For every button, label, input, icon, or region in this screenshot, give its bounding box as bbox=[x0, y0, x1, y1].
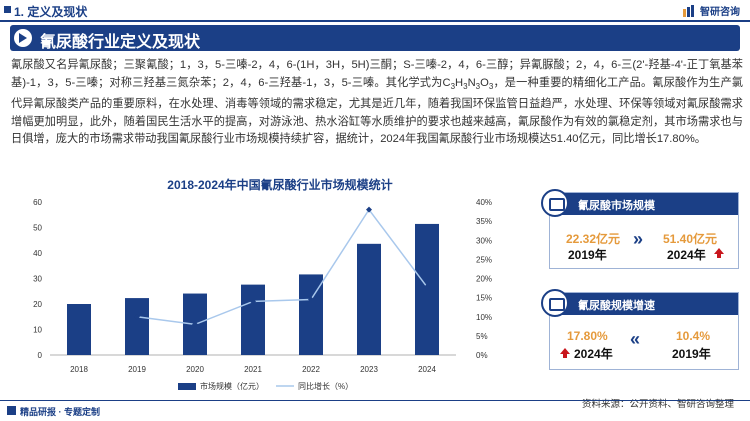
brand: 智研咨询 bbox=[683, 3, 740, 18]
panel-market-size-title: 氰尿酸市场规模 bbox=[578, 200, 655, 212]
x-tick-label: 2023 bbox=[360, 365, 378, 374]
panel-growth-rate-header: 氰尿酸规模增速 bbox=[541, 289, 738, 317]
growth-point-2024 bbox=[424, 283, 430, 290]
source-note: 资料来源：公开资料、智研咨询整理 bbox=[581, 399, 734, 410]
panel-growth-rate-title: 氰尿酸规模增速 bbox=[578, 300, 655, 312]
chevron-right-icon: » bbox=[633, 229, 644, 249]
x-tick-label: 2021 bbox=[244, 365, 262, 374]
market-size-to-value: 51.40亿元 bbox=[663, 232, 718, 246]
up-arrow-icon bbox=[560, 348, 570, 358]
play-icon bbox=[14, 29, 32, 47]
panel-market-size-header: 氰尿酸市场规模 bbox=[541, 189, 738, 217]
market-size-chart: 0 10 20 30 40 50 60 0% 5% 10% 15% 20% 25% 30% 35% 40% 20… bbox=[33, 198, 492, 391]
x-tick-label: 2020 bbox=[186, 365, 204, 374]
bar-2018 bbox=[67, 304, 91, 355]
x-tick-label: 2024 bbox=[418, 365, 436, 374]
legend-bar-label: 市场规模（亿元） bbox=[200, 381, 264, 391]
section-marker-icon bbox=[4, 6, 11, 13]
growth-point-2023 bbox=[366, 206, 372, 213]
brand-name: 智研咨询 bbox=[700, 7, 740, 18]
growth-point-2021 bbox=[250, 298, 256, 305]
y-left-tick-label: 20 bbox=[33, 300, 42, 309]
y-left-tick-label: 10 bbox=[33, 326, 42, 335]
brand-logo-icon bbox=[683, 4, 694, 17]
chart-board-icon bbox=[541, 189, 569, 217]
y-left-tick-label: 60 bbox=[33, 198, 42, 207]
y-right-tick-label: 0% bbox=[476, 351, 488, 360]
footer-divider bbox=[0, 400, 750, 401]
y-left-tick-label: 40 bbox=[33, 249, 42, 258]
y-right-tick-label: 10% bbox=[476, 313, 492, 322]
up-arrow-icon bbox=[714, 248, 724, 258]
y-right-tick-label: 35% bbox=[476, 217, 492, 226]
growth-point-2022 bbox=[308, 296, 314, 303]
growth-line bbox=[136, 208, 428, 326]
x-tick-label: 2022 bbox=[302, 365, 320, 374]
page-title: 氰尿酸行业定义及现状 bbox=[40, 34, 201, 51]
x-tick-label: 2019 bbox=[128, 365, 146, 374]
chart-title: 2018-2024年中国氰尿酸行业市场规模统计 bbox=[167, 178, 393, 192]
top-bar: 1. 定义及现状 智研咨询 bbox=[0, 0, 750, 20]
legend-bar-swatch bbox=[178, 383, 196, 390]
growth-left-value: 17.80% bbox=[567, 329, 608, 343]
growth-right-year: 2019年 bbox=[672, 347, 711, 361]
market-size-to-year: 2024年 bbox=[667, 248, 706, 262]
y-right-tick-label: 15% bbox=[476, 294, 492, 303]
growth-right-value: 10.4% bbox=[676, 329, 711, 343]
y-right-tick-label: 20% bbox=[476, 275, 492, 284]
panel-market-size: 氰尿酸市场规模 22.32亿元 2019年 » 51.40亿元 2024年 bbox=[541, 189, 739, 269]
bar-2019 bbox=[125, 298, 149, 355]
market-size-from-value: 22.32亿元 bbox=[566, 232, 621, 246]
y-left-tick-label: 30 bbox=[33, 275, 42, 284]
header-divider bbox=[0, 20, 750, 22]
growth-point-2019 bbox=[134, 313, 140, 320]
growth-left-year: 2024年 bbox=[574, 347, 613, 361]
legend-line-label: 同比增长（%） bbox=[298, 381, 353, 391]
chart-board-icon bbox=[541, 289, 569, 317]
report-icon bbox=[7, 406, 16, 415]
market-size-from-year: 2019年 bbox=[568, 248, 607, 262]
y-right-tick-label: 40% bbox=[476, 198, 492, 207]
bar-2023 bbox=[357, 243, 381, 355]
y-left-tick-label: 0 bbox=[38, 351, 43, 360]
title-band: 氰尿酸行业定义及现状 bbox=[10, 25, 740, 51]
panel-growth-rate: 氰尿酸规模增速 17.80% 2024年 « 10.4% 2019年 bbox=[541, 289, 739, 370]
y-left-tick-label: 50 bbox=[33, 224, 42, 233]
footer-tagline: 精品研报 · 专题定制 bbox=[20, 407, 100, 417]
y-right-tick-label: 30% bbox=[476, 236, 492, 245]
growth-point-2020 bbox=[192, 321, 198, 328]
y-right-tick-label: 25% bbox=[476, 255, 492, 264]
x-tick-label: 2018 bbox=[70, 365, 88, 374]
y-right-tick-label: 5% bbox=[476, 332, 488, 341]
intro-paragraph: 氰尿酸又名异氰尿酸；三聚氰酸；1，3，5-三嗪-2，4，6-(1H，3H，5H)… bbox=[11, 59, 743, 146]
chevron-left-icon: « bbox=[630, 329, 641, 349]
section-label: 1. 定义及现状 bbox=[14, 5, 88, 19]
bar-2021 bbox=[241, 284, 265, 355]
